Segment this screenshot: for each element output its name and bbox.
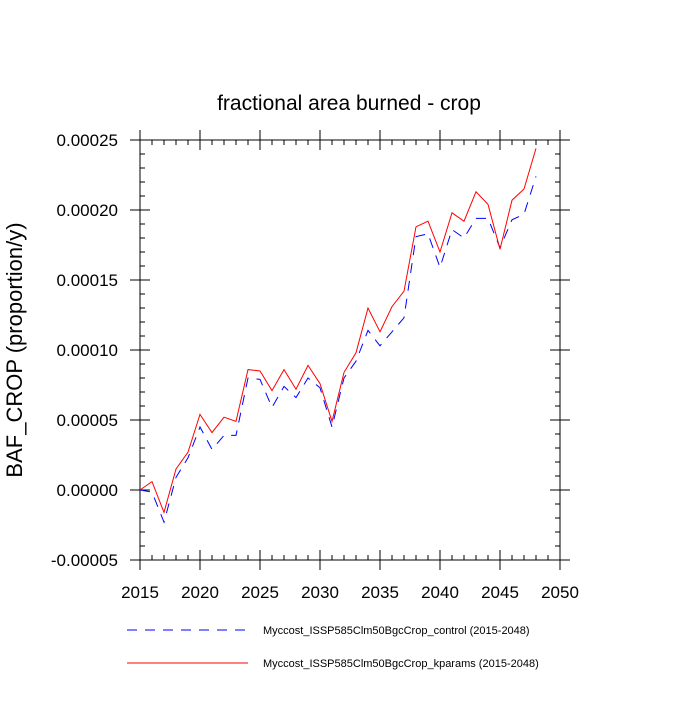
x-tick-label: 2015 — [121, 583, 159, 602]
series-line-2 — [139, 148, 537, 514]
x-tick-label: 2025 — [241, 583, 279, 602]
x-tick-label: 2020 — [181, 583, 219, 602]
y-tick-label: -0.00005 — [51, 551, 118, 570]
plot-frame — [139, 139, 561, 561]
y-tick-label: 0.00010 — [57, 341, 118, 360]
x-tick-label: 2040 — [421, 583, 459, 602]
x-tick-label: 2045 — [481, 583, 519, 602]
y-tick-label: 0.00005 — [57, 411, 118, 430]
y-axis-label: BAF_CROP (proportion/y) — [2, 222, 27, 477]
legend-label-2: Myccost_ISSP585Clm50BgcCrop_kparams (201… — [263, 658, 539, 670]
x-tick-label: 2035 — [361, 583, 399, 602]
series-lines — [139, 148, 537, 524]
series-line-1 — [139, 176, 537, 524]
legend: Myccost_ISSP585Clm50BgcCrop_control (201… — [127, 625, 539, 670]
x-tick-label: 2050 — [541, 583, 579, 602]
y-tick-label: 0.00025 — [57, 131, 118, 150]
axis-ticks: 2015 2020 2025 2030 2035 2040 2045 2050 -0.00005… — [51, 130, 579, 602]
y-tick-label: 0.00020 — [57, 201, 118, 220]
legend-label-1: Myccost_ISSP585Clm50BgcCrop_control (201… — [263, 625, 530, 637]
chart-title: fractional area burned - crop — [217, 92, 481, 115]
x-tick-label: 2030 — [301, 583, 339, 602]
y-tick-label: 0.00015 — [57, 271, 118, 290]
y-tick-label: 0.00000 — [57, 481, 118, 500]
